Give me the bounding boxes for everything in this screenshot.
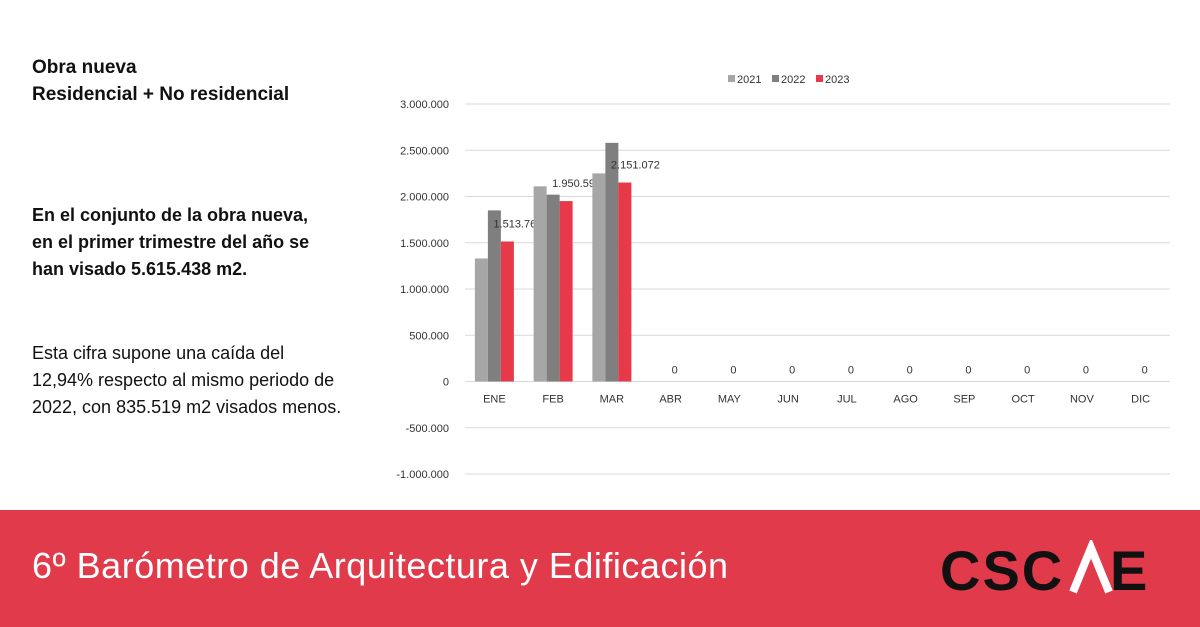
- data-label-2023: 0: [789, 365, 795, 377]
- svg-text:E: E: [1110, 540, 1147, 600]
- legend-label: 2021: [737, 74, 761, 86]
- x-tick-label: JUL: [837, 394, 857, 406]
- footer-banner: [0, 510, 1200, 627]
- bar-2022: [487, 210, 501, 382]
- data-label-2023: 0: [907, 365, 913, 377]
- bar-2022: [605, 142, 619, 382]
- heading-line-2: Residencial + No residencial: [32, 84, 290, 105]
- heading-line-1: Obra nueva: [32, 57, 137, 78]
- bar-chart: 3.000.000 2.500.000 2.000.000 1.500.000 1.00…: [396, 74, 1170, 481]
- x-tick-label: DIC: [1131, 394, 1150, 406]
- heading: Obra nueva Residencial + No residencial: [32, 54, 289, 108]
- summary-paragraph: Esta cifra supone una caída del 12,94% r…: [32, 343, 342, 417]
- bar-2023: [559, 201, 573, 382]
- svg-text:CSC: CSC: [940, 540, 1064, 600]
- x-tick-label: FEB: [542, 394, 563, 406]
- bar-2021: [533, 186, 547, 382]
- x-tick-label: NOV: [1070, 394, 1095, 406]
- x-tick-label: SEP: [953, 394, 975, 406]
- y-tick-label: -500.000: [406, 423, 449, 435]
- banner-title: 6º Barómetro de Arquitectura y Edificaci…: [32, 545, 729, 586]
- legend-swatch: [728, 75, 735, 82]
- x-tick-label: JUN: [777, 394, 798, 406]
- cscae-logo: CSC E: [940, 540, 1147, 600]
- summary-bold-paragraph: En el conjunto de la obra nueva, en el p…: [32, 205, 310, 279]
- x-tick-label: MAY: [718, 394, 742, 406]
- y-tick-label: 2.000.000: [400, 192, 449, 204]
- y-tick-label: -1.000.000: [396, 469, 449, 481]
- x-tick-label: AGO: [893, 394, 918, 406]
- data-label-2023: 0: [730, 365, 736, 377]
- data-label-2023: 0: [672, 365, 678, 377]
- y-tick-label: 500.000: [409, 330, 449, 342]
- bar-2021: [592, 173, 606, 382]
- bar-2021: [474, 258, 488, 382]
- data-label-2023: 0: [1083, 365, 1089, 377]
- x-tick-label: ENE: [483, 394, 506, 406]
- y-tick-label: 2.500.000: [400, 145, 449, 157]
- y-tick-label: 1.500.000: [400, 238, 449, 250]
- bar-2022: [546, 194, 560, 382]
- data-label-2023: 2.151.072: [611, 160, 660, 172]
- y-tick-label: 1.000.000: [400, 284, 449, 296]
- x-tick-label: MAR: [600, 394, 625, 406]
- data-label-2023: 1.513.767: [493, 218, 542, 230]
- data-label-2023: 0: [848, 365, 854, 377]
- bar-2023: [618, 182, 632, 382]
- legend-swatch: [816, 75, 823, 82]
- legend-label: 2022: [781, 74, 805, 86]
- y-tick-label: 3.000.000: [400, 99, 449, 111]
- x-tick-label: OCT: [1012, 394, 1036, 406]
- data-label-2023: 0: [1142, 365, 1148, 377]
- data-label-2023: 0: [1024, 365, 1030, 377]
- data-label-2023: 0: [965, 365, 971, 377]
- data-label-2023: 1.950.599: [552, 178, 601, 190]
- legend-swatch: [772, 75, 779, 82]
- bar-2023: [500, 241, 514, 382]
- legend-label: 2023: [825, 74, 849, 86]
- x-tick-label: ABR: [659, 394, 682, 406]
- y-tick-label: 0: [443, 377, 449, 389]
